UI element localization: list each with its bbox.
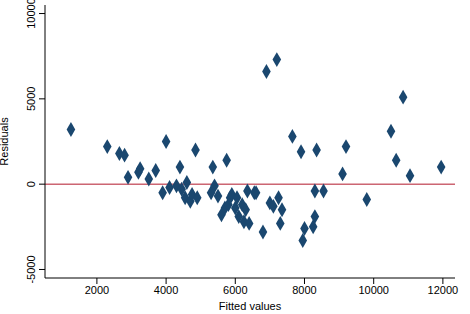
svg-text:12000: 12000: [428, 284, 459, 296]
svg-text:10000: 10000: [25, 0, 37, 29]
svg-text:4000: 4000: [154, 284, 178, 296]
svg-text:2000: 2000: [85, 284, 109, 296]
svg-text:Residuals: Residuals: [8, 117, 10, 166]
svg-text:5000: 5000: [25, 87, 37, 111]
svg-text:Fitted values: Fitted values: [219, 300, 282, 312]
svg-text:10000: 10000: [358, 284, 389, 296]
svg-text:6000: 6000: [223, 284, 247, 296]
svg-text:-5000: -5000: [25, 255, 37, 283]
svg-text:0: 0: [25, 181, 37, 187]
svg-text:8000: 8000: [292, 284, 316, 296]
